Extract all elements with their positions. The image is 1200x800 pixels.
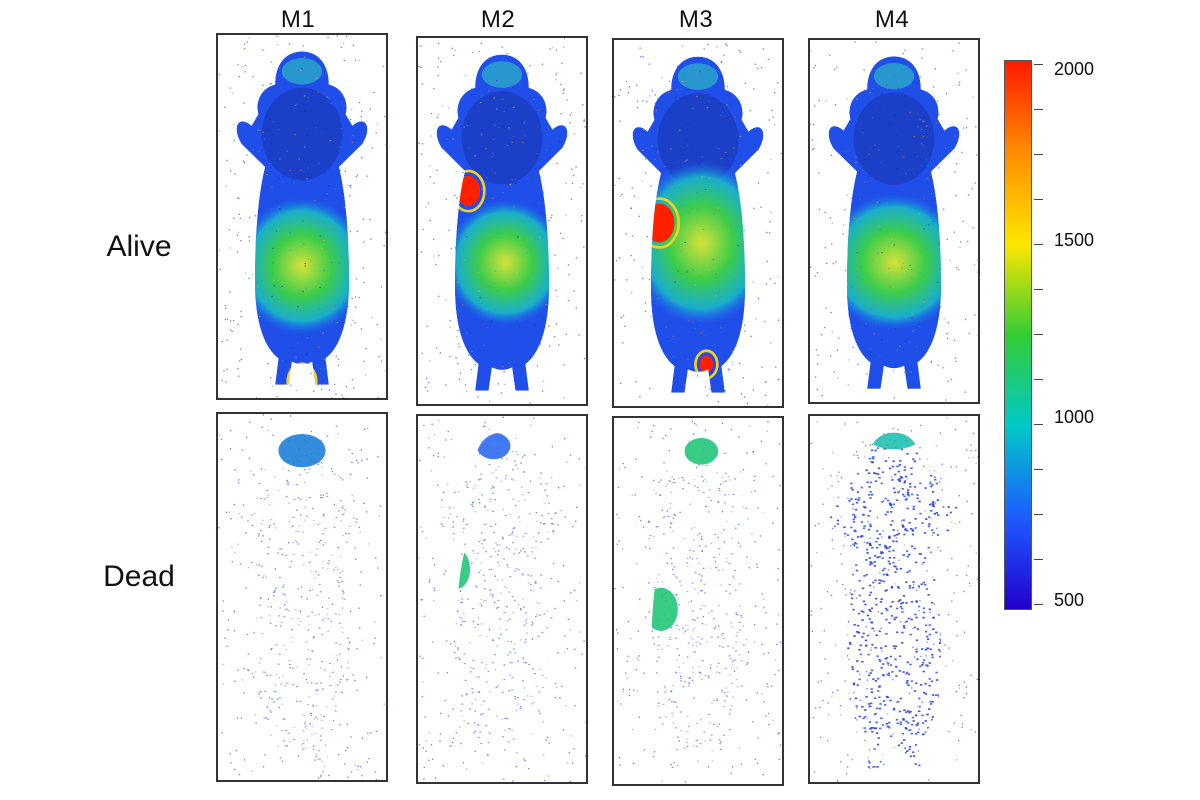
- row-label-dead: Dead: [84, 560, 194, 594]
- colorbar-label-500: 500: [1054, 591, 1084, 609]
- column-label-m1: M1: [214, 6, 382, 34]
- alive-image-m4: [808, 38, 980, 404]
- colorbar-label-2000: 2000: [1054, 60, 1094, 78]
- heatmap-image: [614, 418, 782, 784]
- colorbar-tick: [1034, 514, 1043, 515]
- colorbar-tick: [1034, 109, 1043, 110]
- colorbar-tick: [1034, 559, 1043, 560]
- colorbar-tick: [1034, 154, 1043, 155]
- colorbar-tick: [1034, 289, 1043, 290]
- heatmap-image: [418, 38, 586, 404]
- column-label-m2: M2: [414, 6, 582, 34]
- colorbar-tick: [1034, 469, 1043, 470]
- heatmap-image: [810, 40, 978, 402]
- colorbar-tick: [1034, 334, 1043, 335]
- dead-image-m3: [612, 416, 784, 786]
- colorbar-label-1000: 1000: [1054, 408, 1094, 426]
- intensity-colorbar: [1004, 60, 1032, 610]
- colorbar-tick: [1034, 379, 1043, 380]
- alive-image-m2: [416, 36, 588, 406]
- column-label-m4: M4: [808, 6, 976, 34]
- colorbar-tick: [1034, 424, 1043, 425]
- column-label-m3: M3: [612, 6, 780, 34]
- colorbar-label-1500: 1500: [1054, 231, 1094, 249]
- colorbar-tick: [1034, 64, 1043, 65]
- heatmap-image: [418, 416, 586, 782]
- heatmap-image: [810, 416, 978, 782]
- dead-image-m2: [416, 414, 588, 784]
- row-label-alive: Alive: [84, 230, 194, 264]
- colorbar-tick: [1034, 199, 1043, 200]
- heatmap-image: [218, 414, 386, 780]
- colorbar-tick: [1034, 604, 1043, 605]
- alive-image-m3: [612, 38, 784, 408]
- heatmap-image: [218, 35, 386, 398]
- colorbar-tick: [1034, 244, 1043, 245]
- alive-image-m1: [216, 33, 388, 400]
- dead-image-m4: [808, 414, 980, 784]
- dead-image-m1: [216, 412, 388, 782]
- heatmap-image: [614, 40, 782, 406]
